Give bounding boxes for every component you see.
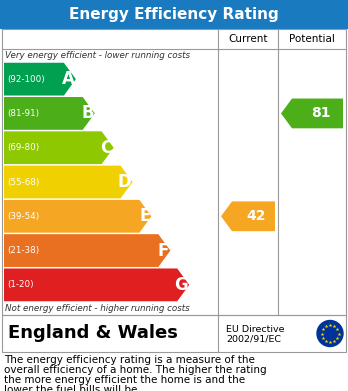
Polygon shape [4, 234, 171, 267]
Text: Very energy efficient - lower running costs: Very energy efficient - lower running co… [5, 51, 190, 60]
Text: EU Directive: EU Directive [226, 325, 285, 334]
Polygon shape [4, 269, 189, 301]
Text: Current: Current [228, 34, 268, 44]
Text: (55-68): (55-68) [7, 178, 39, 187]
Text: England & Wales: England & Wales [8, 325, 178, 343]
Polygon shape [4, 200, 151, 233]
Text: G: G [174, 276, 188, 294]
Text: the more energy efficient the home is and the: the more energy efficient the home is an… [4, 375, 245, 385]
Polygon shape [4, 63, 76, 95]
Text: A: A [62, 70, 75, 88]
Circle shape [317, 321, 343, 346]
Polygon shape [221, 201, 275, 231]
Text: overall efficiency of a home. The higher the rating: overall efficiency of a home. The higher… [4, 365, 267, 375]
Bar [0, 0, 348, 28]
Text: Potential: Potential [289, 34, 335, 44]
Bar [2, 315, 346, 352]
Text: 2002/91/EC: 2002/91/EC [226, 334, 281, 343]
Text: Not energy efficient - higher running costs: Not energy efficient - higher running co… [5, 304, 190, 313]
Text: (39-54): (39-54) [7, 212, 39, 221]
Text: C: C [101, 139, 113, 157]
Bar [2, 29, 346, 315]
Text: (92-100): (92-100) [7, 75, 45, 84]
Text: 42: 42 [247, 209, 266, 223]
Text: (69-80): (69-80) [7, 143, 39, 152]
Text: (1-20): (1-20) [7, 280, 34, 289]
Text: D: D [118, 173, 132, 191]
Text: (81-91): (81-91) [7, 109, 39, 118]
Text: B: B [81, 104, 94, 122]
Polygon shape [4, 166, 133, 198]
Text: (21-38): (21-38) [7, 246, 39, 255]
Polygon shape [281, 99, 343, 128]
Text: The energy efficiency rating is a measure of the: The energy efficiency rating is a measur… [4, 355, 255, 365]
Text: F: F [158, 242, 169, 260]
Text: E: E [139, 207, 150, 225]
Text: lower the fuel bills will be.: lower the fuel bills will be. [4, 385, 141, 391]
Polygon shape [4, 131, 114, 164]
Text: Energy Efficiency Rating: Energy Efficiency Rating [69, 7, 279, 22]
Polygon shape [4, 97, 95, 130]
Text: 81: 81 [311, 106, 330, 120]
